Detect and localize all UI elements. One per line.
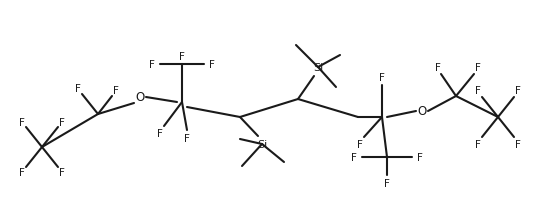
Text: F: F xyxy=(184,133,190,143)
Text: F: F xyxy=(179,52,185,62)
Text: F: F xyxy=(435,63,441,73)
Text: F: F xyxy=(417,152,423,162)
Text: Si: Si xyxy=(313,63,323,73)
Text: F: F xyxy=(19,167,25,177)
Text: F: F xyxy=(19,118,25,127)
Text: F: F xyxy=(515,86,521,95)
Text: F: F xyxy=(59,167,65,177)
Text: F: F xyxy=(475,63,481,73)
Text: O: O xyxy=(136,91,145,104)
Text: F: F xyxy=(149,60,155,70)
Text: F: F xyxy=(475,86,481,95)
Text: F: F xyxy=(113,86,119,95)
Text: F: F xyxy=(209,60,215,70)
Text: F: F xyxy=(75,84,81,94)
Text: F: F xyxy=(379,73,385,83)
Text: F: F xyxy=(59,118,65,127)
Text: F: F xyxy=(475,139,481,149)
Text: F: F xyxy=(357,139,363,149)
Text: F: F xyxy=(351,152,357,162)
Text: F: F xyxy=(157,128,163,138)
Text: F: F xyxy=(515,139,521,149)
Text: Si: Si xyxy=(257,139,267,149)
Text: F: F xyxy=(384,178,390,188)
Text: O: O xyxy=(417,105,427,118)
